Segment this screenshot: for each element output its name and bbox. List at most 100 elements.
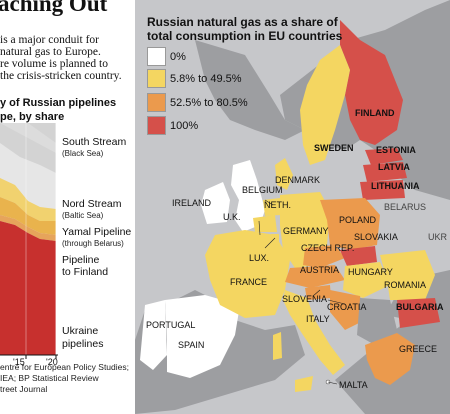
legend-title-line: Russian natural gas as a share of xyxy=(147,15,338,29)
lithuania xyxy=(360,180,405,200)
legend-swatch xyxy=(147,47,166,66)
europe-map xyxy=(135,0,450,414)
intro-line: is a major conduit for xyxy=(0,34,100,46)
source-line: entre for European Policy Studies; xyxy=(0,362,129,372)
label-latvia: LATVIA xyxy=(378,162,410,172)
ireland xyxy=(201,182,230,224)
hungary xyxy=(343,262,390,298)
label-uk: U.K. xyxy=(223,212,241,222)
belgium xyxy=(253,215,277,232)
netherlands xyxy=(263,198,281,216)
leader-line xyxy=(264,199,274,206)
leader-line xyxy=(258,220,261,236)
label-italy: ITALY xyxy=(306,314,330,324)
leader-line xyxy=(327,381,338,385)
label-sweden: SWEDEN xyxy=(314,143,354,153)
label-ukraine: UKR xyxy=(428,232,448,242)
label-spain: SPAIN xyxy=(178,340,205,350)
legend-label: 52.5% to 80.5% xyxy=(170,97,248,109)
sweden xyxy=(300,45,350,165)
yamal-area xyxy=(0,197,56,235)
portugal xyxy=(140,300,167,370)
yamal-label: Yamal Pipeline xyxy=(62,226,132,238)
sicily xyxy=(295,376,313,392)
south-stream-note: (Black Sea) xyxy=(62,149,104,158)
label-denmark: DENMARK xyxy=(275,175,321,185)
poland xyxy=(320,198,380,250)
source-note: entre for European Policy Studies; IEA; … xyxy=(0,362,129,395)
ukraine-pipelines-label: Ukraine xyxy=(62,325,99,337)
label-hungary: HUNGARY xyxy=(348,267,393,277)
left-panel: aching Out is a major conduit for natura… xyxy=(0,0,135,414)
estonia xyxy=(365,148,403,165)
label-slovenia: SLOVENIA xyxy=(282,294,328,304)
finland-pipeline-label: Pipeline xyxy=(62,254,100,266)
legend-label: 0% xyxy=(170,51,186,63)
legend-item: 52.5% to 80.5% xyxy=(147,93,287,113)
chart-subtitle: y of Russian pipelines pe, by share xyxy=(0,96,116,124)
intro-line: the crisis-stricken country. xyxy=(0,70,122,82)
ukraine-pipelines-label: pipelines xyxy=(62,338,104,350)
x-tick-label-20: '20 xyxy=(46,357,58,367)
label-ireland: IRELAND xyxy=(172,198,212,208)
legend-title-line: total consumption in EU countries xyxy=(147,29,343,43)
label-luxembourg: LUX. xyxy=(249,253,270,263)
label-belarus: BELARUS xyxy=(384,202,427,212)
slovakia xyxy=(340,246,377,266)
italy xyxy=(283,290,345,375)
spain xyxy=(165,295,240,378)
label-poland: POLAND xyxy=(339,215,377,225)
legend-title: Russian natural gas as a share of total … xyxy=(147,15,342,43)
chart-subtitle-line: pe, by share xyxy=(0,111,65,123)
finland xyxy=(340,20,403,145)
france xyxy=(205,230,290,318)
leader-line xyxy=(312,289,321,297)
legend-item: 100% xyxy=(147,116,287,136)
label-germany: GERMANY xyxy=(283,226,329,236)
label-belgium: BELGIUM xyxy=(242,185,283,195)
latvia xyxy=(363,162,407,182)
label-croatia: CROATIA xyxy=(327,302,367,312)
x-tick-label-15: '15 xyxy=(13,357,25,367)
label-france: FRANCE xyxy=(230,277,268,287)
intro-line: natural gas to Europe. xyxy=(0,46,101,58)
balkans xyxy=(357,298,397,345)
legend-swatch xyxy=(147,69,166,88)
label-portugal: PORTUGAL xyxy=(146,320,196,330)
romania xyxy=(380,250,435,300)
slovenia xyxy=(305,285,331,300)
legend-item: 0% xyxy=(147,47,287,67)
label-lithuania: LITHUANIA xyxy=(371,181,420,191)
leader-line xyxy=(264,237,276,249)
label-estonia: ESTONIA xyxy=(376,145,416,155)
south-stream-label: South Stream xyxy=(62,136,127,148)
denmark xyxy=(275,158,293,190)
ukraine-pipelines-area xyxy=(0,221,56,355)
chart-subtitle-line: y of Russian pipelines xyxy=(0,97,117,109)
headline: aching Out xyxy=(0,0,108,16)
sardinia xyxy=(273,332,282,360)
label-bulgaria: BULGARIA xyxy=(396,302,444,312)
label-romania: ROMANIA xyxy=(384,280,427,290)
label-netherlands: NETH. xyxy=(264,200,291,210)
yamal-note: (through Belarus) xyxy=(62,239,124,248)
label-slovakia: SLOVAKIA xyxy=(354,232,398,242)
legend-item: 5.8% to 49.5% xyxy=(147,69,287,89)
intro-line: re volume is planned to xyxy=(0,58,108,70)
nord-stream-label: Nord Stream xyxy=(62,198,122,210)
legend-swatch xyxy=(147,93,166,112)
legend-label: 100% xyxy=(170,120,199,132)
label-austria: AUSTRIA xyxy=(300,265,340,275)
czech-republic xyxy=(303,245,345,268)
nord-stream-area xyxy=(0,178,56,221)
label-czech: CZECH REP. xyxy=(301,243,355,253)
intro-text: is a major conduit for natural gas to Eu… xyxy=(0,34,135,82)
source-line: IEA; BP Statistical Review xyxy=(0,373,99,383)
pipeline-share-chart xyxy=(0,123,58,359)
label-finland: FINLAND xyxy=(355,108,395,118)
luxembourg xyxy=(271,234,279,244)
source-line: treet Journal xyxy=(0,384,48,394)
croatia xyxy=(330,290,365,330)
legend-label: 5.8% to 49.5% xyxy=(170,73,242,85)
label-malta: MALTA xyxy=(339,380,368,390)
